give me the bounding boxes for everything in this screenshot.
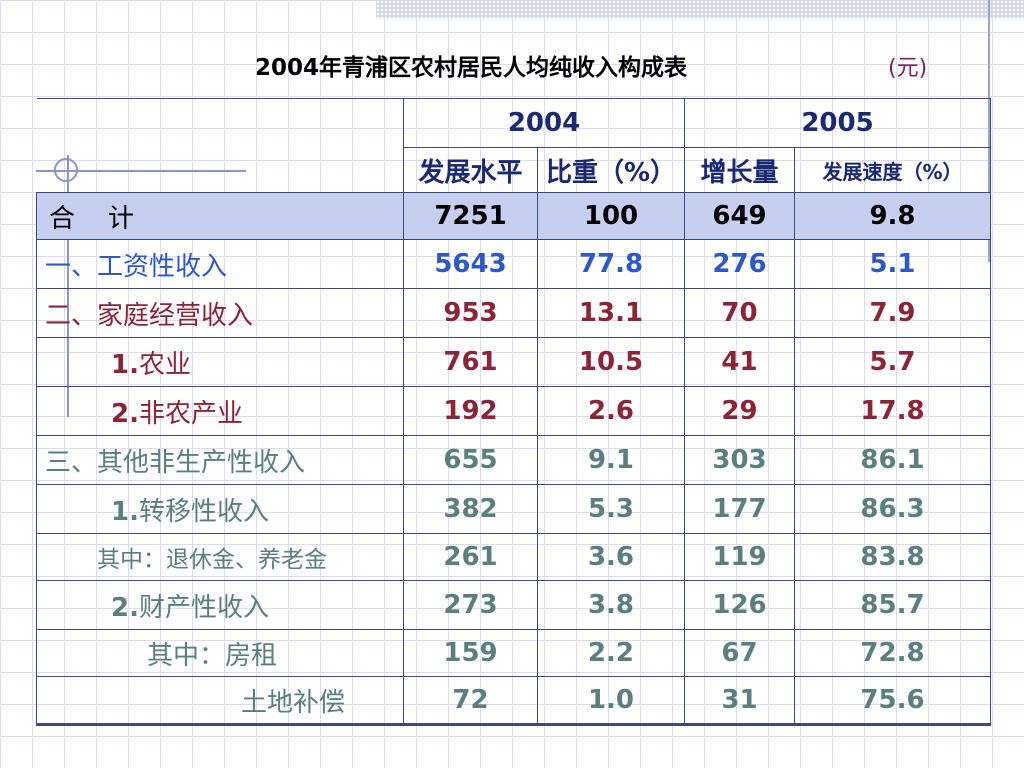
- value-growth: 5.7: [794, 337, 991, 387]
- value-growth: 83.8: [794, 533, 991, 581]
- value-share: 3.6: [537, 533, 685, 581]
- value-level: 382: [403, 484, 538, 534]
- value-level: 7251: [403, 192, 538, 240]
- table-row-household-business: 二、家庭经营收入 953 13.1 70 7.9: [36, 288, 991, 338]
- row-label: 一、工资性收入: [36, 239, 404, 289]
- row-label: 二、家庭经营收入: [36, 288, 404, 338]
- decorative-top-band: [376, 0, 1024, 18]
- value-increase: 177: [684, 484, 795, 534]
- value-growth: 72.8: [794, 629, 991, 677]
- table-row-transfer-income: 1.转移性收入 382 5.3 177 86.3: [36, 484, 991, 534]
- value-growth: 75.6: [794, 676, 991, 725]
- value-growth: 85.7: [794, 580, 991, 630]
- value-increase: 119: [684, 533, 795, 581]
- row-label: 其中：退休金、养老金: [36, 533, 404, 581]
- unit-label: (元): [888, 56, 928, 81]
- value-share: 77.8: [537, 239, 685, 289]
- value-level: 655: [403, 435, 538, 485]
- value-growth: 5.1: [794, 239, 991, 289]
- value-growth: 86.1: [794, 435, 991, 485]
- value-share: 9.1: [537, 435, 685, 485]
- value-level: 761: [403, 337, 538, 387]
- value-increase: 649: [684, 192, 795, 240]
- value-level: 72: [403, 676, 538, 725]
- value-share: 2.6: [537, 386, 685, 436]
- row-label-text: 转移性收入: [138, 496, 269, 527]
- table-title: 2004年青浦区农村居民人均纯收入构成表: [255, 55, 688, 81]
- value-share: 1.0: [537, 676, 685, 725]
- table-row-total: 合 计 7251 100 649 9.8: [36, 192, 991, 240]
- row-label: 三、其他非生产性收入: [36, 435, 404, 485]
- value-growth: 17.8: [794, 386, 991, 436]
- table-row-property-income: 2.财产性收入 273 3.8 126 85.7: [36, 580, 991, 630]
- value-increase: 41: [684, 337, 795, 387]
- row-label-text: 财产性收入: [138, 592, 269, 623]
- table-row-agriculture: 1.农业 761 10.5 41 5.7: [36, 337, 991, 387]
- value-share: 3.8: [537, 580, 685, 630]
- row-label: 1.农业: [36, 337, 404, 387]
- value-increase: 29: [684, 386, 795, 436]
- value-increase: 67: [684, 629, 795, 677]
- row-label-text: 非农产业: [138, 398, 243, 429]
- value-increase: 303: [684, 435, 795, 485]
- table-row-wage-income: 一、工资性收入 5643 77.8 276 5.1: [36, 239, 991, 289]
- header-year-2004: 2004: [403, 98, 685, 148]
- row-number: 2.: [111, 592, 139, 623]
- table-row-non-agriculture: 2.非农产业 192 2.6 29 17.8: [36, 386, 991, 436]
- value-increase: 276: [684, 239, 795, 289]
- row-number: 1.: [111, 496, 139, 527]
- value-level: 261: [403, 533, 538, 581]
- table-row-pension: 其中：退休金、养老金 261 3.6 119 83.8: [36, 533, 991, 581]
- value-level: 953: [403, 288, 538, 338]
- value-growth: 86.3: [794, 484, 991, 534]
- value-share: 5.3: [537, 484, 685, 534]
- header-increase: 增长量: [684, 147, 795, 193]
- value-increase: 31: [684, 676, 795, 725]
- value-increase: 126: [684, 580, 795, 630]
- income-composition-table: 2004 2005 发展水平 比重（%） 增长量 发展速度（%） 合 计 725…: [36, 98, 991, 726]
- row-label: 2.财产性收入: [36, 580, 404, 630]
- value-level: 192: [403, 386, 538, 436]
- table-row-land-compensation: 土地补偿 72 1.0 31 75.6: [36, 676, 991, 725]
- row-label: 土地补偿: [36, 676, 404, 725]
- header-share: 比重（%）: [537, 147, 685, 193]
- header-row-years: 2004 2005: [36, 98, 991, 193]
- value-growth: 9.8: [794, 192, 991, 240]
- row-label-text: 农业: [138, 349, 191, 380]
- value-increase: 70: [684, 288, 795, 338]
- row-number: 2.: [111, 398, 139, 429]
- value-level: 159: [403, 629, 538, 677]
- value-level: 5643: [403, 239, 538, 289]
- row-number: 1.: [111, 349, 139, 380]
- value-share: 100: [537, 192, 685, 240]
- header-row-measures: 发展水平 比重（%） 增长量 发展速度（%）: [37, 147, 991, 193]
- table-row-other-income: 三、其他非生产性收入 655 9.1 303 86.1: [36, 435, 991, 485]
- value-level: 273: [403, 580, 538, 630]
- value-growth: 7.9: [794, 288, 991, 338]
- header-year-2005: 2005: [684, 98, 991, 148]
- header-corner: [36, 98, 404, 193]
- value-share: 2.2: [537, 629, 685, 677]
- header-growth-rate: 发展速度（%）: [794, 147, 991, 193]
- value-share: 10.5: [537, 337, 685, 387]
- row-label: 其中：房租: [36, 629, 404, 677]
- row-label: 1.转移性收入: [36, 484, 404, 534]
- value-share: 13.1: [537, 288, 685, 338]
- header-level: 发展水平: [403, 147, 538, 193]
- row-label: 2.非农产业: [36, 386, 404, 436]
- row-label: 合 计: [36, 192, 404, 240]
- table-row-rent: 其中：房租 159 2.2 67 72.8: [36, 629, 991, 677]
